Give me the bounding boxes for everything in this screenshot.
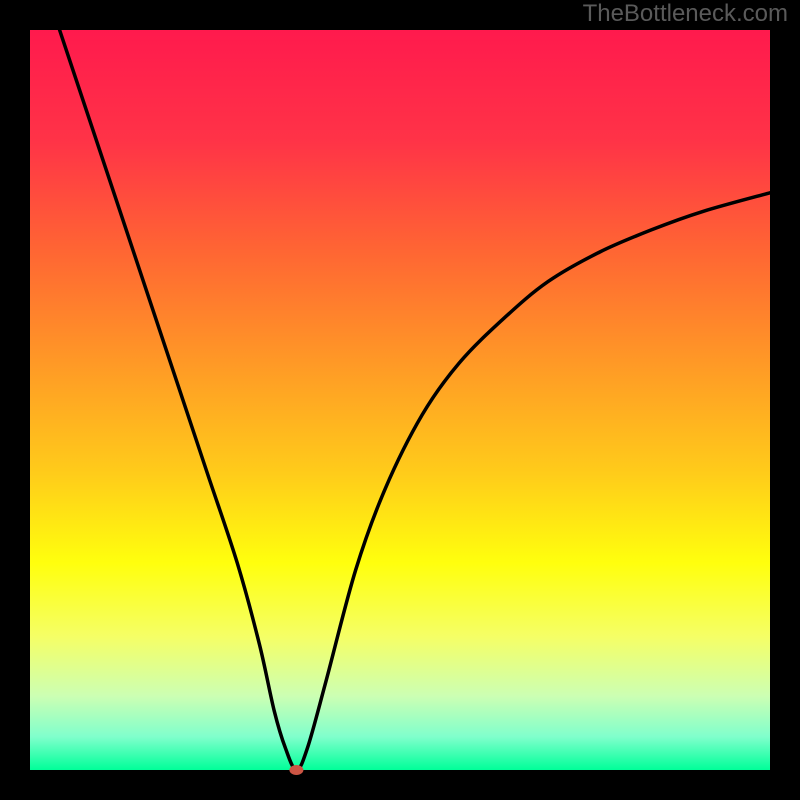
chart-plot-area [30,30,770,770]
chart-container: TheBottleneck.com [0,0,800,800]
optimum-marker [289,765,303,775]
watermark-label: TheBottleneck.com [583,0,788,28]
bottleneck-chart [0,0,800,800]
